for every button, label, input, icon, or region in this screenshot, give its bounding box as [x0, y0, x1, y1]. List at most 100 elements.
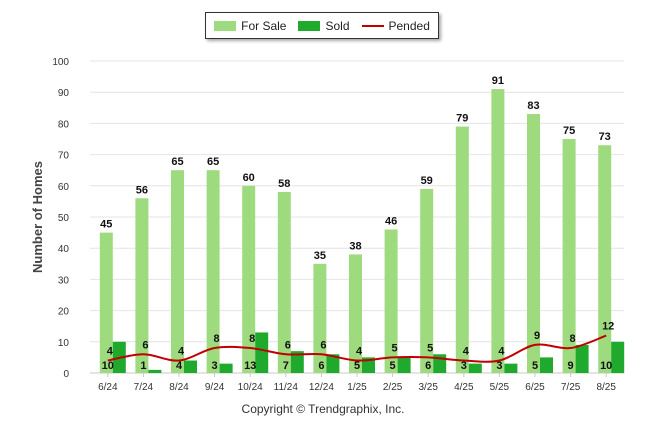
bar-for-sale [349, 254, 362, 373]
data-label-pended: 6 [142, 339, 148, 351]
data-label-sold: 13 [244, 360, 256, 372]
bar-sold [219, 363, 233, 373]
bar-sold [575, 344, 589, 373]
data-label-pended: 6 [320, 339, 326, 351]
bar-sold [397, 357, 411, 373]
bar-sold [184, 360, 197, 373]
bar-sold [255, 332, 269, 373]
data-label-for-sale: 83 [527, 100, 539, 112]
bar-for-sale [455, 126, 469, 374]
data-label-pended: 8 [570, 333, 576, 345]
data-label-sold: 3 [461, 360, 467, 372]
data-label-for-sale: 46 [385, 215, 397, 227]
data-label-sold: 5 [354, 360, 360, 372]
bar-for-sale [562, 139, 576, 373]
data-label-sold: 9 [568, 360, 574, 372]
legend-swatch-pended [361, 24, 384, 27]
data-label-pended: 8 [249, 333, 255, 345]
data-label-pended: 4 [356, 346, 363, 358]
data-label-for-sale: 58 [278, 178, 290, 190]
bar-sold [611, 341, 625, 373]
y-axis-title: Number of Homes [30, 161, 45, 273]
data-label-sold: 10 [600, 360, 612, 372]
data-label-pended: 12 [602, 321, 614, 333]
y-tick-label: 80 [58, 119, 70, 130]
data-label-sold: 6 [425, 360, 431, 372]
data-label-sold: 10 [102, 360, 114, 372]
bar-for-sale [598, 145, 612, 373]
y-tick-label: 0 [63, 369, 69, 380]
y-tick-label: 100 [52, 57, 69, 68]
data-label-pended: 4 [498, 346, 505, 358]
bar-sold [540, 357, 553, 373]
bar-sold [504, 363, 518, 373]
data-label-pended: 4 [463, 346, 470, 358]
data-label-for-sale: 59 [421, 175, 433, 187]
legend-item-sold: Sold [298, 19, 350, 33]
data-label-for-sale: 91 [492, 75, 504, 87]
bar-sold [326, 354, 340, 373]
data-label-sold: 1 [140, 360, 146, 372]
x-tick-label: 8/25 [596, 382, 616, 393]
data-label-pended: 9 [534, 330, 540, 342]
y-tick-label: 60 [58, 182, 70, 193]
y-tick-label: 30 [58, 275, 70, 286]
x-tick-label: 11/24 [274, 382, 299, 393]
data-label-for-sale: 79 [456, 113, 468, 125]
legend-item-pended: Pended [361, 18, 430, 33]
data-label-pended: 5 [427, 342, 433, 354]
bar-for-sale [491, 89, 505, 373]
data-label-for-sale: 35 [314, 250, 326, 262]
bar-sold [468, 363, 482, 373]
y-tick-label: 90 [58, 88, 70, 99]
data-label-sold: 3 [496, 360, 502, 372]
bar-for-sale [384, 229, 398, 373]
x-tick-label: 12/24 [309, 382, 334, 393]
legend-label-pended: Pended [388, 18, 430, 33]
x-tick-label: 7/25 [561, 382, 581, 393]
x-tick-label: 3/25 [418, 382, 438, 393]
data-label-sold: 5 [532, 360, 538, 372]
copyright-footer: Copyright © Trendgraphix, Inc. [241, 402, 405, 416]
data-label-for-sale: 45 [100, 219, 112, 231]
data-label-for-sale: 65 [171, 156, 183, 168]
data-label-for-sale: 56 [136, 184, 148, 196]
x-tick-label: 5/25 [490, 382, 510, 393]
bar-sold [290, 351, 304, 373]
data-label-sold: 3 [212, 360, 218, 372]
data-label-for-sale: 60 [243, 172, 255, 184]
legend-label-for-sale: For Sale [241, 18, 287, 33]
x-tick-label: 9/24 [205, 382, 225, 393]
y-tick-label: 10 [58, 338, 70, 349]
x-tick-label: 6/25 [525, 382, 545, 393]
y-tick-label: 20 [58, 307, 70, 318]
data-label-pended: 4 [107, 346, 114, 358]
data-label-sold: 4 [176, 360, 183, 372]
bar-for-sale [135, 198, 149, 373]
legend-item-for-sale: For Sale [214, 19, 286, 33]
x-tick-label: 7/24 [134, 382, 154, 393]
data-label-sold: 5 [390, 360, 396, 372]
bar-for-sale [171, 170, 184, 373]
bar-for-sale [277, 192, 291, 373]
bar-for-sale [206, 170, 220, 373]
legend-swatch-sold [298, 20, 321, 31]
data-label-for-sale: 65 [207, 156, 219, 168]
data-label-for-sale: 73 [599, 131, 611, 143]
bar-for-sale [242, 185, 256, 373]
bar-for-sale [420, 188, 434, 373]
legend-swatch-for-sale [214, 20, 237, 31]
data-label-pended: 8 [214, 333, 220, 345]
data-label-pended: 6 [285, 339, 291, 351]
x-tick-label: 8/24 [169, 382, 189, 393]
bar-for-sale [313, 263, 327, 373]
bar-for-sale [99, 232, 113, 373]
line-pended [107, 334, 607, 363]
data-label-pended: 4 [178, 346, 185, 358]
data-label-pended: 5 [392, 342, 398, 354]
data-label-sold: 7 [283, 360, 289, 372]
bar-for-sale [527, 114, 540, 373]
y-tick-label: 50 [58, 213, 70, 224]
y-tick-label: 40 [58, 244, 70, 255]
